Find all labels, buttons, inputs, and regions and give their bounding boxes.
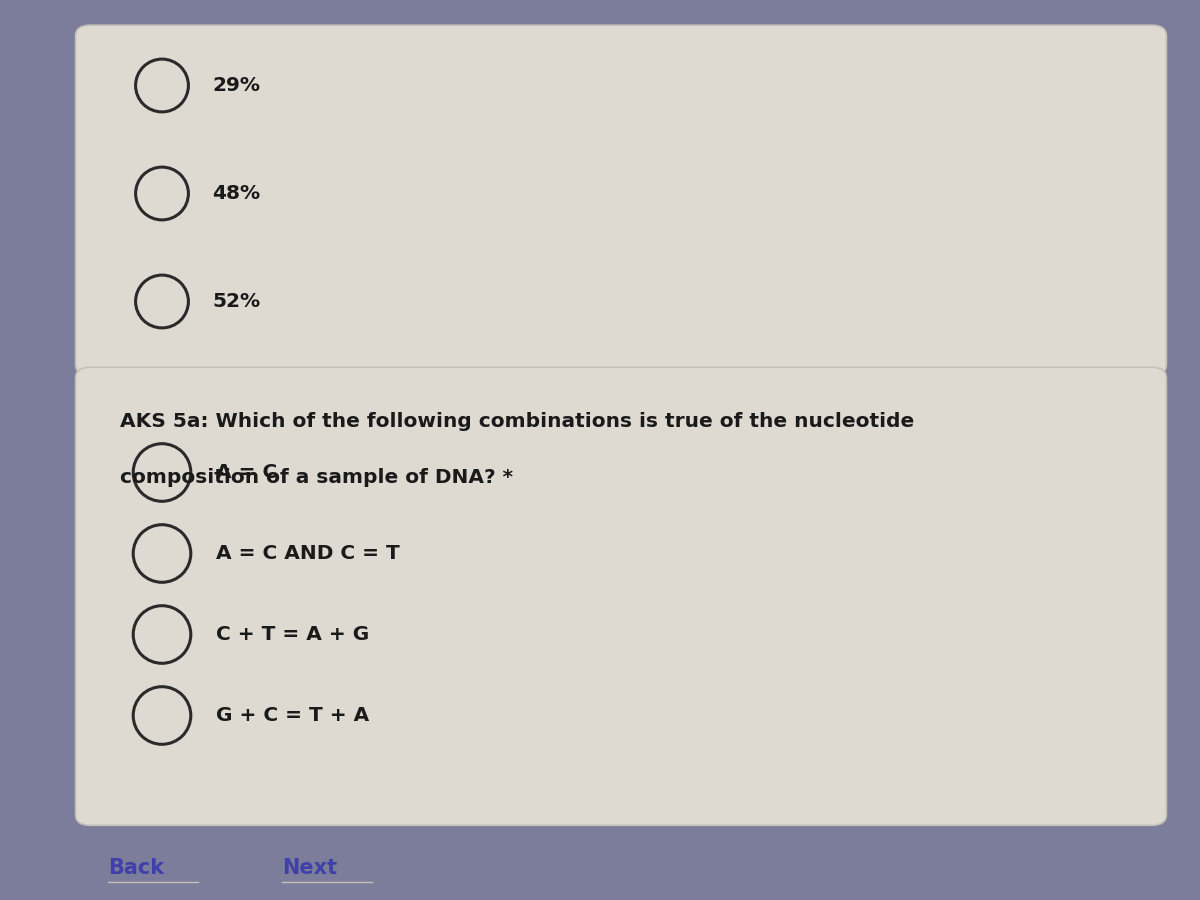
- Text: A = C: A = C: [216, 463, 277, 482]
- Text: AKS 5a: Which of the following combinations is true of the nucleotide: AKS 5a: Which of the following combinati…: [120, 412, 914, 431]
- Text: 52%: 52%: [212, 292, 260, 311]
- Text: 29%: 29%: [212, 76, 260, 95]
- FancyBboxPatch shape: [76, 367, 1166, 825]
- Text: 48%: 48%: [212, 184, 260, 203]
- Text: C + T = A + G: C + T = A + G: [216, 625, 370, 644]
- Text: Next: Next: [282, 858, 337, 878]
- Text: composition of a sample of DNA? *: composition of a sample of DNA? *: [120, 468, 514, 487]
- Text: G + C = T + A: G + C = T + A: [216, 706, 370, 725]
- Text: Back: Back: [108, 858, 164, 878]
- Text: A = C AND C = T: A = C AND C = T: [216, 544, 400, 563]
- FancyBboxPatch shape: [76, 25, 1166, 375]
